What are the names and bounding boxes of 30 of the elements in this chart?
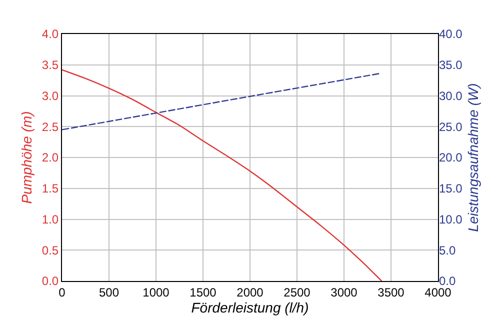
x-tick-label: 1000 bbox=[142, 285, 170, 300]
y2-tick-label: 40.0 bbox=[439, 27, 463, 42]
x-tick-label: 2000 bbox=[236, 285, 264, 300]
y-tick-label: 4.0 bbox=[42, 27, 59, 42]
y2-tick-label: 15.0 bbox=[439, 182, 463, 196]
line-series bbox=[62, 69, 382, 281]
y2-tick-label: 25.0 bbox=[439, 120, 463, 134]
y-tick-label: 2.5 bbox=[42, 120, 59, 134]
x-tick-label: 3500 bbox=[378, 285, 405, 300]
x-tick-label: 500 bbox=[98, 285, 120, 300]
x-tick-label: 1500 bbox=[190, 285, 217, 300]
line-series bbox=[62, 72, 380, 130]
y2-tick-label: 35.0 bbox=[439, 58, 463, 72]
y-axis-title: Pumphöhe (m) bbox=[18, 111, 35, 204]
y-tick-label: 0.5 bbox=[42, 243, 59, 258]
y2-tick-label: 30.0 bbox=[439, 88, 463, 103]
x-axis-title: Förderleistung (l/h) bbox=[191, 300, 309, 316]
y-tick-label: 2.0 bbox=[42, 150, 59, 165]
y2-tick-label: 10.0 bbox=[439, 212, 463, 226]
y-tick-label: 1.0 bbox=[42, 212, 59, 226]
y-tick-label: 3.0 bbox=[42, 88, 59, 103]
y2-axis-title: Leistungsaufnahme (W) bbox=[464, 83, 481, 232]
y2-tick-label: 5.0 bbox=[439, 243, 456, 258]
y-tick-label: 0.0 bbox=[42, 274, 59, 288]
x-tick-label: 0 bbox=[58, 285, 66, 300]
x-tick-label: 3000 bbox=[330, 285, 358, 300]
y-tick-label: 3.5 bbox=[42, 58, 59, 72]
x-tick-label: 2500 bbox=[284, 285, 311, 300]
y2-tick-label: 20.0 bbox=[439, 150, 463, 165]
y-tick-label: 1.5 bbox=[42, 182, 59, 196]
